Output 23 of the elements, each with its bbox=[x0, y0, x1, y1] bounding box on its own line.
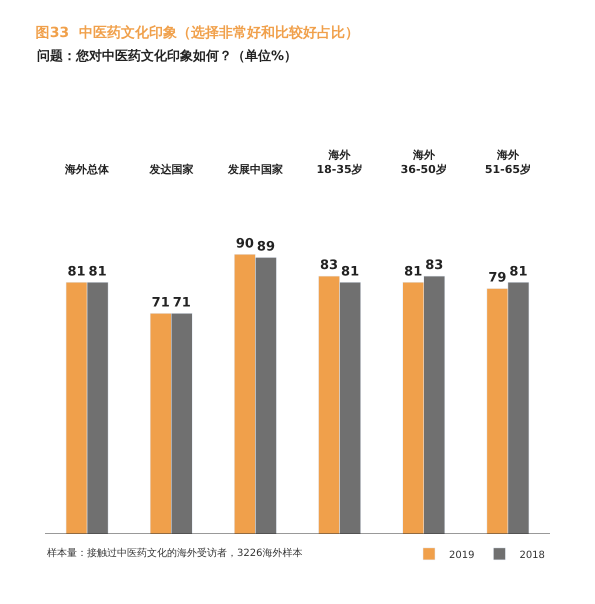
data-label: 90 bbox=[236, 236, 254, 252]
data-label: 81 bbox=[509, 264, 528, 280]
data-label: 81 bbox=[404, 264, 422, 280]
x-tick-label: 海外 36-50岁 bbox=[400, 148, 447, 176]
data-label: 71 bbox=[172, 295, 191, 310]
text: 样本量：接触过中医药文化的海外受访者，3226海外样本 bbox=[47, 547, 302, 559]
data-label: 71 bbox=[152, 295, 170, 310]
x-tick-label: 发达国家 bbox=[148, 162, 194, 176]
chart-subtitle: 问题：您对中医药文化印象如何？（单位%） bbox=[37, 48, 298, 64]
data-label: 83 bbox=[425, 258, 444, 274]
data-label: 81 bbox=[341, 264, 360, 280]
chart-title: 图33 中医药文化印象（选择非常好和比较好占比） bbox=[36, 24, 359, 41]
data-label: 79 bbox=[488, 270, 506, 286]
x-tick-label: 海外 51-65岁 bbox=[484, 148, 532, 176]
x-tick-label: 海外总体 bbox=[64, 162, 110, 176]
x-tick-label: 发展中国家 bbox=[226, 162, 283, 176]
legend-label: 2019 bbox=[449, 550, 474, 561]
data-label: 81 bbox=[68, 264, 86, 280]
data-label: 89 bbox=[256, 239, 275, 254]
data-label: 81 bbox=[88, 264, 107, 280]
data-label: 83 bbox=[320, 258, 338, 274]
legend-label: 2018 bbox=[519, 550, 545, 561]
x-tick-label: 海外 18-35岁 bbox=[316, 148, 363, 176]
